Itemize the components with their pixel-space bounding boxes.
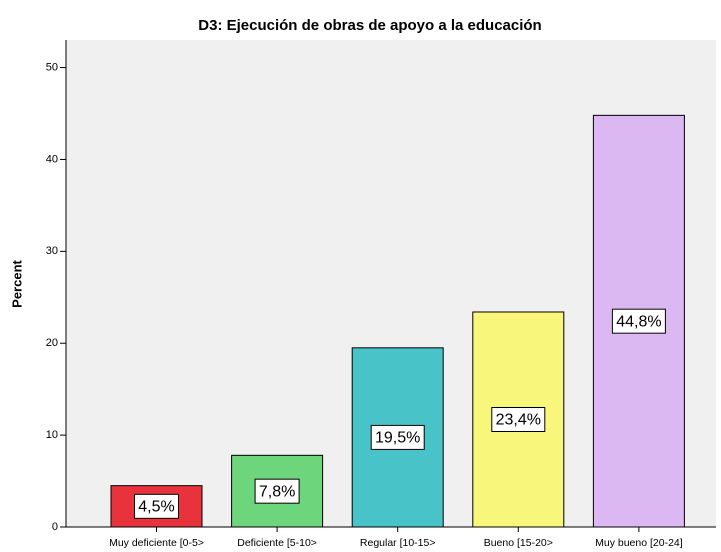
x-tick-label: Muy bueno [20-24] bbox=[595, 537, 683, 549]
label-box bbox=[491, 406, 546, 432]
label-box bbox=[611, 308, 666, 334]
data-label: 23,4% bbox=[496, 412, 541, 429]
x-tick-label: Deficiente [5-10> bbox=[237, 537, 317, 549]
chart-title: D3: Ejecución de obras de apoyo a la edu… bbox=[198, 17, 541, 34]
x-tick-label: Regular [10-15> bbox=[360, 537, 436, 549]
data-label: 7,8% bbox=[259, 483, 295, 500]
x-tick-label: Muy deficiente [0-5> bbox=[109, 537, 204, 549]
label-box bbox=[370, 424, 425, 450]
x-tick-label: Bueno [15-20> bbox=[484, 537, 553, 549]
data-label: 4,5% bbox=[138, 499, 174, 516]
label-box bbox=[134, 493, 179, 519]
y-tick-label: 50 bbox=[46, 61, 58, 73]
data-label: 19,5% bbox=[375, 430, 420, 447]
label-box bbox=[254, 478, 300, 504]
y-tick-label: 0 bbox=[52, 521, 58, 533]
y-tick-label: 20 bbox=[46, 337, 58, 349]
y-tick-label: 30 bbox=[46, 245, 58, 257]
y-axis-label: Percent bbox=[9, 259, 24, 307]
y-tick-label: 10 bbox=[46, 429, 58, 441]
y-tick-label: 40 bbox=[46, 153, 58, 165]
data-label: 44,8% bbox=[616, 313, 661, 330]
